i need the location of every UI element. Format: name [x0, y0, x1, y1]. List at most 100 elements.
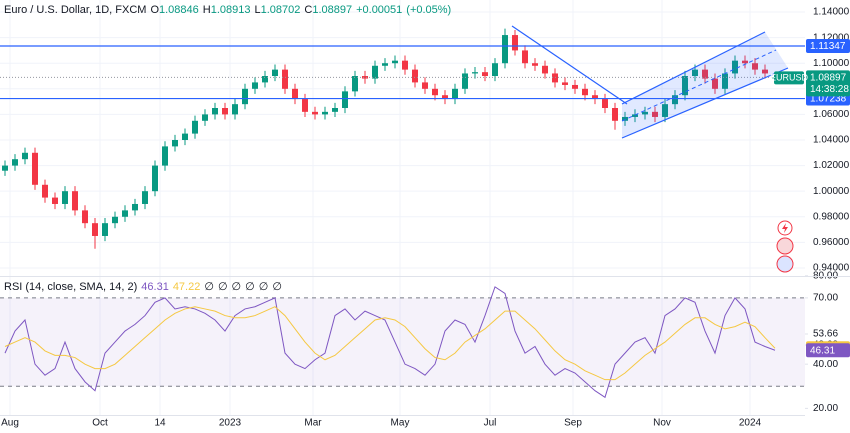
candle-body	[752, 63, 758, 70]
candle-body	[322, 111, 328, 115]
hidden-value: ∅	[231, 281, 242, 293]
hline-label-box	[806, 38, 850, 53]
price-legend: Euro / U.S. Dollar, 1D, FXCM O1.08846 H1.0…	[4, 4, 455, 16]
hidden-value: ∅	[204, 281, 214, 293]
candle-body	[132, 203, 138, 211]
candle-body	[762, 69, 768, 74]
candle-body	[312, 111, 318, 115]
candle-body	[272, 69, 278, 77]
candle-body	[572, 84, 578, 89]
candle-body	[52, 197, 58, 204]
candle-body	[32, 152, 38, 185]
last-price-box	[806, 70, 850, 97]
ohlc-key: H	[202, 4, 211, 16]
candle-body	[332, 108, 338, 112]
rsi-last-label-box	[806, 343, 850, 358]
y-tick-label: 1.02000	[813, 160, 850, 171]
candle-body	[402, 60, 408, 70]
indicator-value: 47.22	[172, 281, 201, 293]
candle-body	[262, 76, 268, 83]
rsi-last-label: 46.31	[810, 345, 835, 356]
ohlc-key: C	[304, 4, 313, 16]
icon-flag-us[interactable]	[776, 237, 794, 255]
candle-body	[642, 111, 648, 115]
x-tick-label: Nov	[653, 418, 671, 429]
candle-body	[102, 223, 108, 236]
rsi-band	[0, 297, 805, 387]
y-tick-label: 1.04000	[813, 135, 850, 146]
candle-body	[412, 69, 418, 83]
y-tick-label: 40.00	[813, 359, 838, 370]
ohlc-value: 1.08913	[210, 4, 251, 16]
candle-body	[542, 65, 548, 74]
candle-body	[732, 60, 738, 74]
candle-body	[12, 159, 18, 166]
channel-fill	[622, 32, 788, 138]
trend-line	[511, 25, 628, 105]
candle-body	[22, 152, 28, 160]
x-tick-label: May	[391, 418, 410, 429]
candle-body	[142, 191, 148, 204]
candle-body	[702, 69, 708, 79]
icon-flag-eu[interactable]	[776, 255, 794, 273]
candle-body	[492, 63, 498, 77]
y-tick-label: 1.10000	[813, 58, 850, 69]
candle-body	[722, 73, 728, 89]
y-tick-label: 1.12000	[813, 32, 850, 43]
symbol-label: EURUSD	[770, 73, 809, 83]
candle-body	[502, 35, 508, 64]
candle-body	[242, 88, 248, 105]
candle-body	[292, 88, 298, 100]
candle-body	[672, 95, 678, 105]
countdown: 14:38:28	[810, 84, 849, 95]
candle-body	[632, 114, 638, 117]
candle-body	[522, 50, 528, 64]
candle-body	[72, 191, 78, 211]
y-tick-label: 70.00	[813, 293, 838, 304]
marks-layer	[0, 28, 805, 399]
candle-body	[252, 82, 258, 89]
candle-body	[232, 104, 238, 115]
x-tick-label: Jul	[484, 418, 497, 429]
candle-body	[182, 133, 188, 140]
candle-body	[432, 88, 438, 96]
candle-body	[592, 95, 598, 100]
x-tick-label: Sep	[564, 418, 582, 429]
candle-body	[342, 91, 348, 109]
candle-body	[362, 76, 368, 79]
candle-body	[582, 88, 588, 96]
candle-body	[82, 210, 88, 224]
candle-body	[92, 223, 98, 236]
candle-body	[512, 35, 518, 51]
candle-body	[712, 78, 718, 89]
candle-body	[462, 73, 468, 89]
candle-body	[652, 111, 658, 117]
hidden-value: ∅	[245, 281, 255, 293]
candle-body	[562, 82, 568, 85]
title: Euro / U.S. Dollar, 1D, FXCM	[4, 4, 147, 16]
change: +0.00051	[356, 4, 403, 16]
candle-body	[42, 184, 48, 198]
side-icons	[776, 220, 794, 273]
candle-body	[352, 76, 358, 92]
y-tick-label: 1.14000	[813, 7, 850, 18]
last-price-label: 1.08897	[810, 72, 847, 83]
candle-body	[472, 72, 478, 74]
channel-lower	[621, 67, 789, 139]
candle-body	[282, 69, 288, 89]
hidden-value: ∅	[258, 281, 269, 293]
candle-body	[742, 60, 748, 64]
y-tick-label: 1.00000	[813, 186, 850, 197]
icon-bolt	[782, 223, 788, 233]
change-pct: (+0.05%)	[406, 4, 452, 16]
y-tick-label: 53.66	[813, 329, 838, 340]
candle-body	[192, 120, 198, 134]
candle-body	[172, 139, 178, 147]
candle-body	[382, 63, 388, 66]
symbol-box	[774, 71, 804, 85]
rsi-line	[4, 286, 776, 399]
candle-body	[152, 165, 158, 192]
candle-body	[442, 95, 448, 100]
candle-body	[122, 210, 128, 217]
